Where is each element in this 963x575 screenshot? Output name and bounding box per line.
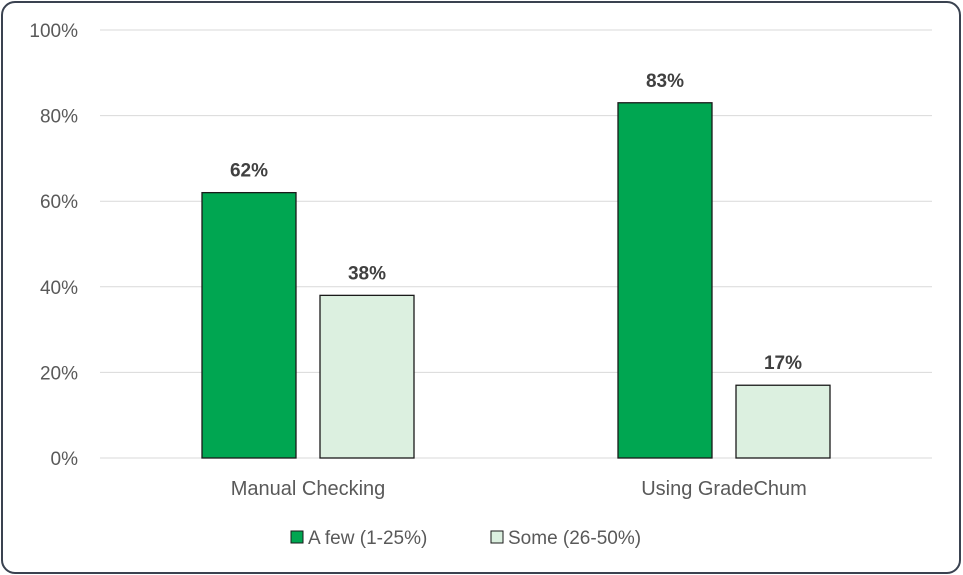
data-label: 83% <box>646 71 684 92</box>
x-axis-categories: Manual Checking Using GradeChum <box>231 478 807 500</box>
data-label: 62% <box>230 161 268 182</box>
y-tick-label: 80% <box>40 107 78 128</box>
data-label: 17% <box>764 353 802 374</box>
bar <box>201 191 297 459</box>
y-tick-label: 20% <box>40 363 78 384</box>
y-axis-ticks: 0% 20% 40% 60% 80% 100% <box>29 21 78 470</box>
y-tick-label: 40% <box>40 278 78 299</box>
y-tick-label: 60% <box>40 192 78 213</box>
legend-label: Some (26-50%) <box>508 528 641 549</box>
bar <box>319 294 415 459</box>
legend-swatch <box>290 530 304 544</box>
x-category-label: Manual Checking <box>231 478 386 500</box>
legend-swatch <box>490 530 504 544</box>
legend: A few (1-25%) Some (26-50%) <box>290 528 641 549</box>
data-label: 38% <box>348 263 386 284</box>
bar <box>735 384 831 459</box>
bars <box>201 102 831 459</box>
data-labels: 62% 38% 83% 17% <box>230 71 802 374</box>
x-category-label: Using GradeChum <box>641 478 807 500</box>
y-tick-label: 0% <box>51 449 79 470</box>
bar <box>617 102 713 459</box>
legend-label: A few (1-25%) <box>308 528 427 549</box>
y-tick-label: 100% <box>29 21 78 42</box>
